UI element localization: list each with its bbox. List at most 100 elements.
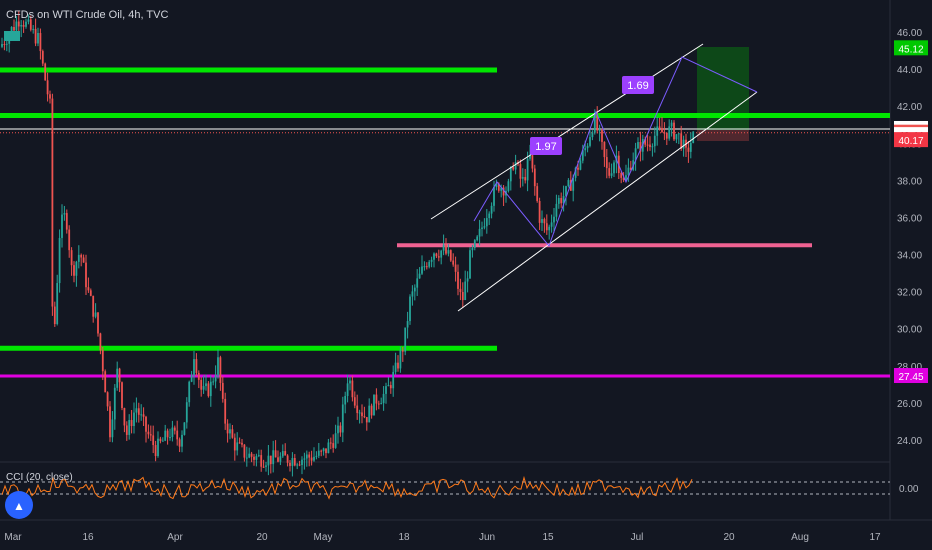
candle-body — [411, 291, 414, 297]
marker-icon — [4, 31, 20, 41]
price-label-bg — [894, 132, 928, 148]
candle-body — [190, 375, 193, 382]
candle-body — [591, 132, 594, 138]
candle-body — [260, 455, 263, 467]
candle-body — [133, 412, 135, 427]
candle-body — [416, 278, 419, 288]
candle-body — [214, 375, 217, 382]
candle-body — [601, 130, 603, 142]
candle-body — [469, 250, 471, 279]
candle-body — [101, 350, 104, 372]
candle-body — [493, 187, 495, 206]
candle-body — [454, 264, 457, 272]
candle-body — [221, 382, 224, 399]
candle-body — [41, 51, 44, 64]
candle-body — [483, 226, 486, 228]
candle-body — [286, 455, 289, 463]
candle-body — [3, 44, 6, 46]
candle-body — [529, 155, 531, 159]
candle-body — [128, 420, 131, 435]
candle-body — [637, 142, 639, 149]
channel-lower-line — [457, 91, 758, 312]
candle-body — [495, 183, 498, 188]
candle-body — [169, 437, 171, 439]
candle-body — [543, 219, 546, 224]
tradingview-logo — [5, 491, 33, 519]
candle-body — [670, 122, 673, 127]
candle-body — [649, 144, 651, 147]
candle-body — [10, 26, 13, 35]
candle-body — [603, 141, 606, 158]
candle-body — [51, 98, 54, 307]
candle-body — [608, 168, 611, 176]
candle-body — [356, 405, 359, 413]
candle-body — [145, 416, 147, 432]
candle-body — [656, 126, 659, 136]
candle-body — [255, 456, 258, 460]
candle-body — [689, 143, 692, 152]
ratio-badge — [622, 76, 654, 94]
symbol-title: CFDs on WTI Crude Oil, 4h, TVC — [6, 9, 169, 21]
candle-body — [646, 144, 649, 146]
candle-body — [97, 312, 99, 334]
candle-body — [185, 402, 188, 423]
indicator-label: CCI (20, close) — [6, 472, 73, 483]
candle-body — [183, 422, 186, 435]
candle-body — [553, 216, 555, 223]
x-tick-label: 20 — [723, 532, 735, 543]
candle-body — [500, 187, 503, 191]
candle-body — [445, 245, 447, 254]
candle-body — [387, 385, 390, 387]
candle-body — [113, 387, 116, 420]
candle-body — [137, 408, 140, 415]
candle-body — [562, 196, 565, 204]
y-tick-label: 28.00 — [897, 362, 922, 373]
candle-body — [53, 306, 56, 324]
y-tick-label: 38.00 — [897, 176, 922, 187]
candle-body — [596, 114, 599, 131]
candle-body — [310, 457, 313, 461]
cci-line — [1, 475, 693, 500]
candle-body — [541, 219, 543, 223]
candle-body — [433, 253, 435, 260]
candle-body — [682, 139, 685, 149]
candle-body — [17, 21, 20, 27]
candle-body — [75, 261, 78, 276]
candle-body — [461, 292, 464, 301]
candle-body — [291, 458, 294, 466]
candle-body — [380, 403, 383, 405]
candle-body — [385, 386, 387, 394]
candle-body — [224, 398, 227, 424]
candle-body — [514, 161, 517, 170]
candle-body — [325, 448, 327, 454]
candle-body — [109, 406, 111, 438]
candle-body — [298, 464, 301, 466]
candle-body — [140, 414, 143, 416]
candle-body — [80, 254, 83, 258]
candle-body — [104, 371, 107, 393]
candle-body — [262, 466, 265, 468]
candle-body — [421, 266, 423, 274]
candle-body — [478, 228, 481, 237]
candle-body — [488, 213, 491, 219]
candle-body — [116, 368, 119, 388]
candle-body — [625, 175, 627, 180]
candle-body — [569, 180, 572, 191]
candle-body — [428, 261, 431, 267]
candle-body — [70, 250, 73, 266]
candle-body — [229, 429, 231, 434]
candle-body — [289, 462, 291, 466]
candle-body — [404, 327, 407, 352]
candle-body — [397, 362, 399, 369]
candle-body — [370, 405, 373, 416]
candle-body — [149, 434, 152, 436]
candle-body — [279, 456, 282, 462]
y-tick-label: 26.00 — [897, 399, 922, 410]
candle-body — [476, 236, 479, 241]
candle-body — [250, 453, 253, 457]
candle-body — [296, 464, 299, 466]
ratio-badge-text: 1.69 — [627, 80, 648, 92]
y-tick-label: 32.00 — [897, 288, 922, 299]
